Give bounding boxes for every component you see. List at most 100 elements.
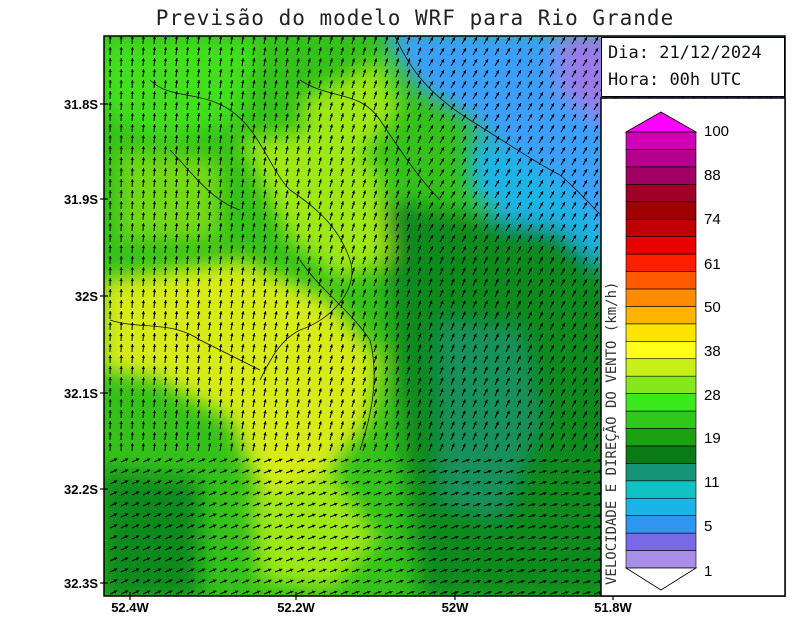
wind-arrow	[252, 113, 256, 122]
wind-arrow	[174, 134, 179, 144]
wind-arrow	[252, 201, 256, 210]
wind-arrow	[185, 233, 190, 243]
wind-arrow	[141, 211, 146, 221]
wind-arrow	[593, 47, 599, 56]
wind-arrow	[373, 234, 378, 243]
wind-arrow	[141, 101, 146, 111]
wind-arrow	[230, 179, 234, 188]
wind-arrow	[174, 178, 179, 188]
wind-arrow	[439, 179, 445, 188]
wind-arrow	[296, 91, 300, 100]
wind-arrow	[406, 135, 411, 144]
wind-arrow	[549, 124, 555, 133]
colorbar-segment	[625, 236, 697, 255]
wind-arrow	[406, 201, 411, 210]
wind-arrow	[163, 211, 168, 221]
wind-arrow	[329, 146, 333, 155]
wind-arrow	[406, 168, 411, 177]
wind-arrow	[571, 102, 577, 111]
wind-arrow	[527, 157, 533, 166]
wind-arrow	[108, 189, 112, 199]
wind-arrow	[505, 80, 511, 89]
wind-arrow	[538, 190, 544, 199]
colorbar-label: 38	[704, 343, 721, 360]
wind-arrow	[384, 91, 389, 100]
wind-arrow	[461, 190, 467, 199]
wind-arrow	[417, 36, 422, 45]
wind-arrow	[373, 113, 378, 122]
wind-arrow	[362, 135, 367, 144]
wind-arrow	[252, 168, 256, 177]
wind-arrow	[219, 69, 223, 78]
wind-arrow	[208, 124, 212, 133]
wind-arrow	[263, 69, 267, 78]
wind-arrow	[285, 80, 289, 89]
wind-arrow	[428, 113, 434, 122]
wind-arrow	[560, 36, 566, 45]
wind-arrow	[307, 36, 311, 45]
colorbar-label: 1	[704, 563, 712, 580]
wind-arrow	[152, 189, 157, 199]
wind-arrow	[417, 179, 422, 188]
wind-arrow	[108, 90, 112, 100]
colorbar-segment	[625, 410, 697, 429]
wind-arrow	[252, 157, 256, 166]
wind-arrow	[208, 223, 212, 232]
wind-arrow	[307, 69, 311, 78]
wind-arrow	[494, 102, 500, 111]
wind-arrow	[362, 190, 367, 199]
wind-arrow	[560, 179, 566, 188]
wind-arrow	[285, 146, 289, 155]
wind-arrow	[174, 79, 179, 89]
wind-arrow	[329, 234, 333, 243]
wind-arrow	[274, 91, 278, 100]
wind-arrow	[483, 234, 489, 243]
wind-arrow	[417, 124, 422, 133]
wind-arrow	[593, 80, 599, 89]
wind-arrow	[196, 146, 201, 155]
wind-arrow	[373, 47, 378, 56]
wind-arrow	[219, 234, 223, 243]
wind-arrow	[196, 212, 201, 221]
wind-arrow	[241, 102, 245, 111]
wind-arrow	[241, 69, 245, 78]
wind-arrow	[560, 223, 566, 232]
wind-arrow	[593, 91, 599, 100]
wind-arrow	[152, 244, 157, 254]
wind-arrow	[185, 189, 190, 199]
wind-arrow	[450, 80, 456, 89]
wind-arrow	[307, 124, 311, 133]
wind-arrow	[252, 234, 256, 243]
wind-arrow	[252, 102, 256, 111]
wind-arrow	[406, 146, 411, 155]
wind-arrow	[494, 212, 500, 221]
wind-arrow	[185, 222, 190, 232]
wind-arrow	[208, 212, 212, 221]
wind-arrow	[274, 124, 278, 133]
wind-arrow	[340, 190, 344, 199]
wind-arrow	[571, 58, 577, 67]
wind-arrow	[219, 47, 223, 56]
wind-arrow	[538, 168, 544, 177]
wind-arrow	[450, 223, 456, 232]
wind-arrow	[406, 47, 411, 56]
wind-arrow	[329, 80, 333, 89]
wind-arrow	[130, 211, 134, 221]
wind-arrow	[450, 36, 456, 45]
wind-arrow	[329, 124, 333, 133]
wind-arrow	[219, 179, 223, 188]
wind-arrow	[119, 244, 123, 254]
wind-arrow	[384, 234, 389, 243]
wind-arrow	[384, 223, 389, 232]
wind-arrow	[152, 167, 157, 177]
wind-arrow	[185, 178, 190, 188]
wind-arrow	[571, 91, 577, 100]
wind-arrow	[185, 156, 190, 166]
wind-arrow	[538, 124, 544, 133]
wind-arrow	[108, 123, 112, 133]
colorbar-title: VELOCIDADE E DIREÇÃO DO VENTO (km/h)	[603, 282, 620, 585]
wind-arrow	[318, 102, 322, 111]
wind-arrow	[230, 36, 234, 45]
wind-arrow	[263, 190, 267, 199]
wind-arrow	[208, 245, 212, 254]
